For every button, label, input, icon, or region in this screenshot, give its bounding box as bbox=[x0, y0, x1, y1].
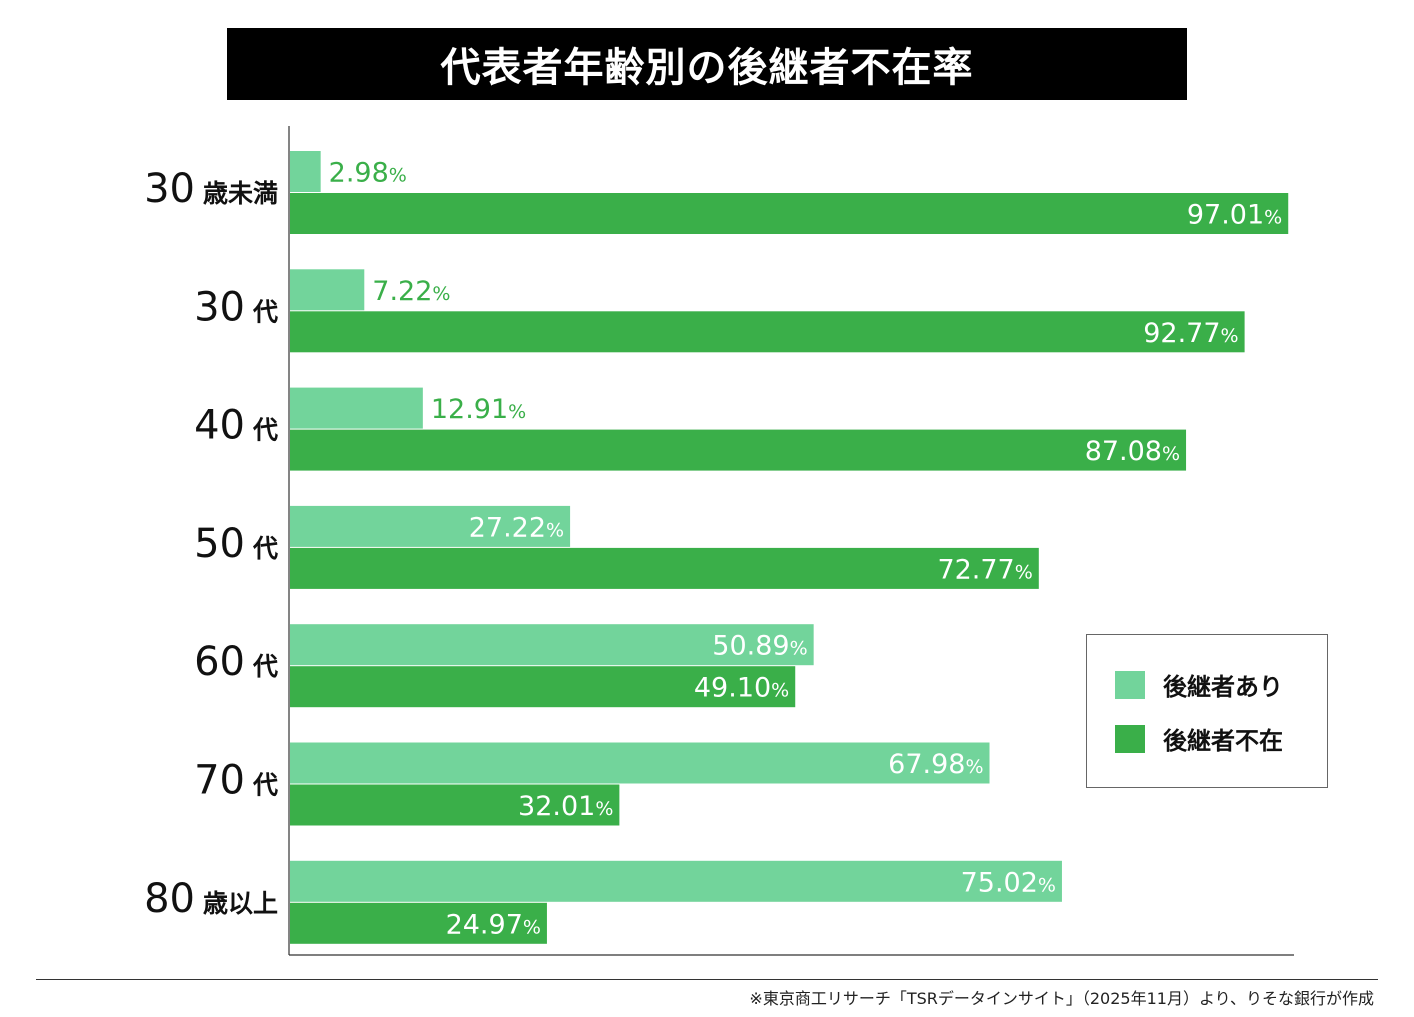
category-label: 60 代 bbox=[194, 639, 278, 685]
data-label: 75.02% bbox=[961, 867, 1056, 898]
category-label: 40 代 bbox=[194, 403, 278, 449]
bar-without-successor bbox=[290, 311, 1245, 353]
bar-without-successor bbox=[290, 666, 796, 708]
category-label: 30 歳未満 bbox=[144, 166, 278, 212]
data-label: 92.77% bbox=[1143, 318, 1238, 349]
category-label: 30 代 bbox=[194, 284, 278, 330]
data-label: 27.22% bbox=[469, 512, 564, 543]
bar-without-successor bbox=[290, 193, 1289, 234]
data-label: 87.08% bbox=[1085, 436, 1180, 467]
legend-item-without-successor: 後継者不在 bbox=[1115, 721, 1283, 756]
data-label: 2.98% bbox=[329, 158, 407, 189]
legend-swatch-without-successor bbox=[1115, 724, 1145, 753]
legend: 後継者あり 後継者不在 bbox=[1086, 634, 1328, 788]
data-label: 7.22% bbox=[372, 276, 450, 307]
data-label: 12.91% bbox=[431, 394, 526, 425]
chart-title: 代表者年齢別の後継者不在率 bbox=[227, 28, 1187, 100]
data-label: 97.01% bbox=[1187, 200, 1282, 231]
category-label: 80 歳以上 bbox=[144, 876, 278, 922]
bar-with-successor bbox=[290, 742, 990, 784]
legend-swatch-with-successor bbox=[1115, 670, 1145, 699]
data-label: 32.01% bbox=[518, 791, 613, 822]
legend-label-without-successor: 後継者不在 bbox=[1163, 727, 1283, 755]
data-label: 67.98% bbox=[888, 749, 983, 780]
footer-divider bbox=[36, 979, 1378, 980]
bar-without-successor bbox=[290, 547, 1039, 589]
category-label: 70 代 bbox=[194, 758, 278, 804]
legend-label-with-successor: 後継者あり bbox=[1163, 673, 1283, 701]
data-label: 72.77% bbox=[937, 554, 1032, 585]
legend-item-with-successor: 後継者あり bbox=[1115, 667, 1283, 702]
bar-without-successor bbox=[290, 429, 1187, 471]
bar-with-successor bbox=[290, 624, 814, 666]
source-note: ※東京商工リサーチ「TSRデータインサイト」（2025年11月）より、りそな銀行… bbox=[749, 989, 1374, 1008]
bar-without-successor bbox=[290, 902, 547, 944]
bar-without-successor bbox=[290, 784, 620, 826]
data-label: 24.97% bbox=[446, 909, 541, 940]
bar-with-successor bbox=[290, 269, 365, 311]
data-label: 49.10% bbox=[694, 673, 789, 704]
bar-with-successor bbox=[290, 387, 423, 429]
bar-with-successor bbox=[290, 151, 321, 192]
category-label: 50 代 bbox=[194, 521, 278, 567]
bar-with-successor bbox=[290, 860, 1062, 902]
bar-with-successor bbox=[290, 505, 571, 547]
data-label: 50.89% bbox=[712, 631, 807, 662]
